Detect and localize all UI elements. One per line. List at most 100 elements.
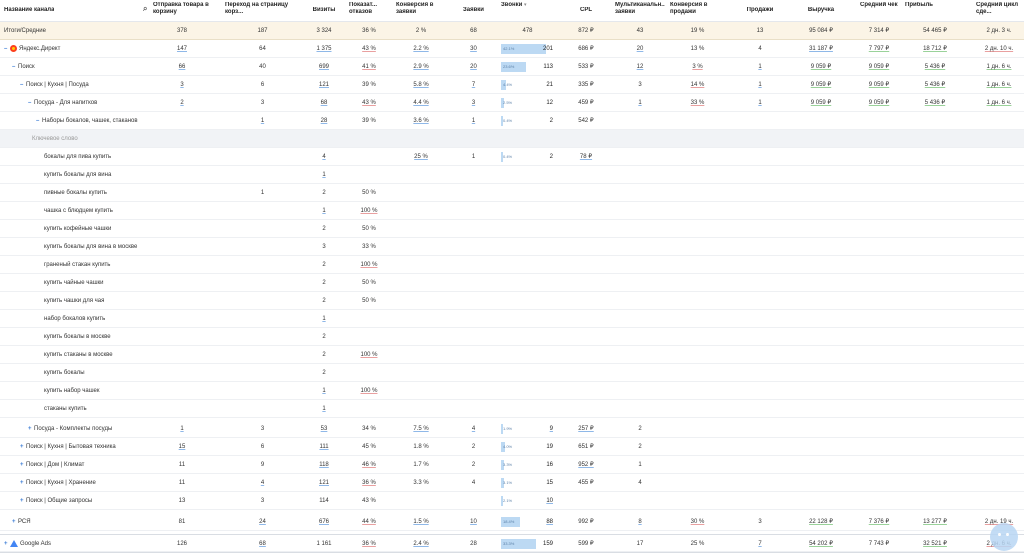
collapse-icon[interactable]: – — [12, 64, 16, 70]
cell-conv: 0.67 % — [396, 553, 446, 557]
header-channel-name[interactable]: Название канала — [4, 7, 55, 13]
channel-name[interactable]: купить бокалы для вина в москве — [44, 238, 137, 256]
channel-name[interactable]: – Наборы бокалов, чашек, стаканов — [36, 112, 138, 130]
table-row[interactable]: + Поиск | Общие запросы 13 3 114 43 % 2.1% 10 — [0, 492, 1024, 510]
channel-name[interactable]: Итоги/Средние — [4, 22, 46, 40]
expand-icon[interactable]: + — [28, 426, 32, 432]
header-bounce[interactable]: Показат... отказов — [349, 2, 389, 16]
channel-name[interactable]: пивные бокалы купить — [44, 184, 107, 202]
channel-name[interactable]: + Google Ads — [4, 535, 51, 553]
channel-name[interactable]: + Посуда - Комплекты посуды — [28, 420, 112, 438]
calls-bar: 3.3% 16 — [501, 460, 554, 470]
collapse-icon[interactable]: – — [20, 82, 24, 88]
channel-name[interactable]: + Поиск | Кухня | Бытовая техника — [20, 438, 116, 456]
table-row[interactable]: – Посуда - Для напитков 2 3 68 43 % 4.4 % 3 2.5%… — [0, 94, 1024, 112]
channel-name[interactable]: – Поиск | Кухня | Посуда — [20, 76, 89, 94]
channel-name[interactable]: купить бокалы — [44, 364, 85, 382]
channel-label: Поиск | Общие запросы — [26, 498, 93, 504]
expand-icon[interactable]: + — [20, 444, 24, 450]
chat-bubble-icon[interactable] — [990, 523, 1018, 551]
sort-desc-icon[interactable]: ▾ — [524, 2, 527, 8]
header-avgcheck[interactable]: Средний чек — [860, 2, 898, 9]
table-row[interactable]: + Посуда - Комплекты посуды 1 3 53 34 % 7.5 % 4… — [0, 420, 1024, 438]
table-row[interactable]: – Наборы бокалов, чашек, стаканов 1 28 39 % 3… — [0, 112, 1024, 130]
keyword-row[interactable]: купить кофейные чашки 2 50 % — [0, 220, 1024, 238]
keyword-row[interactable]: купить стаканы в москве 2 100 % — [0, 346, 1024, 364]
header-conv[interactable]: Конверсия в заявки — [396, 2, 446, 16]
channel-name[interactable]: – Посуда - Для напитков — [28, 94, 97, 112]
table-row[interactable]: + Поиск | Кухня | Хранение 11 4 121 36 % 3.3 %… — [0, 474, 1024, 492]
channel-name[interactable]: купить кофейные чашки — [44, 220, 111, 238]
keyword-row[interactable]: пивные бокалы купить 1 2 50 % — [0, 184, 1024, 202]
channel-name[interactable]: купить набор чашек — [44, 382, 100, 400]
channel-name[interactable]: + Поиск | Кухня | Хранение — [20, 474, 96, 492]
keyword-row[interactable]: купить чайные чашки 2 50 % — [0, 274, 1024, 292]
table-row[interactable]: + Google Ads 126 68 1 161 36 % 2.4 % 28 33.3% 159… — [0, 534, 1024, 552]
channel-name[interactable]: купить бокалы в москве — [44, 328, 111, 346]
header-cycle[interactable]: Средний цикл сде... — [976, 2, 1022, 16]
channel-name[interactable]: бокалы для пива купить — [44, 148, 111, 166]
keyword-row[interactable]: купить бокалы для вина в москве 3 33 % — [0, 238, 1024, 256]
channel-name[interactable]: + Поиск | Дом | Климат — [20, 456, 84, 474]
collapse-icon[interactable]: – — [28, 100, 32, 106]
header-profit[interactable]: Прибыль — [905, 2, 965, 9]
channel-name[interactable]: набор бокалов купить — [44, 310, 105, 328]
expand-icon[interactable]: + — [12, 519, 16, 525]
calls-share: 42.1% — [503, 46, 515, 51]
channel-name[interactable]: – Поиск — [12, 58, 35, 76]
keyword-row[interactable]: купить чашки для чая 2 50 % — [0, 292, 1024, 310]
channel-name[interactable]: купить чашки для чая — [44, 292, 104, 310]
header-leads[interactable]: Заявки — [452, 7, 495, 14]
header-cart[interactable]: Отправка товара в корзину — [153, 2, 211, 16]
header-label: Средний цикл сде... — [976, 2, 1019, 15]
search-icon[interactable]: ⌕ — [143, 5, 148, 12]
header-checkout[interactable]: Переход на страницу корз... — [225, 2, 300, 16]
cell-value: 30 — [470, 46, 477, 52]
header-multi[interactable]: Мультиканальн... заявки — [615, 2, 665, 16]
cell-bounce: 100 % — [349, 256, 389, 274]
channel-name[interactable]: +⌕SEO — [4, 553, 28, 557]
keyword-row[interactable]: купить бокалы в москве 2 — [0, 328, 1024, 346]
keyword-row[interactable]: стаканы купить 1 — [0, 400, 1024, 418]
channel-name[interactable]: чашка с блюдцем купить — [44, 202, 113, 220]
table-row[interactable]: + Поиск | Дом | Климат 11 9 118 46 % 1.7 % 2 3.3… — [0, 456, 1024, 474]
header-sales[interactable]: Продажи — [741, 7, 779, 14]
header-revenue[interactable]: Выручка — [790, 7, 852, 14]
keyword-row[interactable]: бокалы для пива купить 4 25 % 1 0.4% 2 78 ₽ — [0, 148, 1024, 166]
collapse-icon[interactable]: – — [36, 118, 40, 124]
table-row[interactable]: +⌕SEO28915043 %0.67 %14.8%233 969 ₽1 — [0, 552, 1024, 557]
cell-bounce: 50 % — [349, 184, 389, 202]
table-header: Название канала ⌕ Отправка товара в корзин… — [0, 0, 1024, 22]
expand-icon[interactable]: + — [20, 480, 24, 486]
channel-name[interactable]: граненый стакан купить — [44, 256, 110, 274]
header-calls[interactable]: Звонки ▾ — [501, 2, 554, 9]
expand-icon[interactable]: + — [4, 541, 8, 547]
keyword-row[interactable]: купить набор чашек 1 100 % — [0, 382, 1024, 400]
keyword-row[interactable]: купить бокалы 2 — [0, 364, 1024, 382]
table-row[interactable]: – Яндекс.Директ 147 64 1 375 43 % 2.2 % 30 42.1%… — [0, 40, 1024, 58]
channel-name[interactable]: купить стаканы в москве — [44, 346, 113, 364]
channel-name[interactable]: купить чайные чашки — [44, 274, 104, 292]
channel-name[interactable]: стаканы купить — [44, 400, 87, 418]
cell-conv: 3.3 % — [396, 474, 446, 492]
channel-name[interactable]: + РСЯ — [12, 513, 31, 531]
totals-row[interactable]: Итоги/Средние 378 187 3 324 36 % 2 % 68 478 872 … — [0, 22, 1024, 40]
table-row[interactable]: + РСЯ 81 24 676 44 % 1.5 % 10 18.4% 88 992 ₽ 8 30 % 3… — [0, 513, 1024, 531]
expand-icon[interactable]: + — [20, 498, 24, 504]
keyword-row[interactable]: набор бокалов купить 1 — [0, 310, 1024, 328]
channel-name[interactable]: + Поиск | Общие запросы — [20, 492, 92, 510]
channel-name[interactable]: купить бокалы для вина — [44, 166, 111, 184]
header-visits[interactable]: Визиты — [305, 7, 343, 14]
keyword-row[interactable]: купить бокалы для вина 1 — [0, 166, 1024, 184]
header-cpl[interactable]: CPL — [560, 7, 612, 14]
channel-name[interactable]: – Яндекс.Директ — [4, 40, 60, 58]
header-convsales[interactable]: Конверсия в продажи — [670, 2, 725, 16]
table-row[interactable]: – Поиск | Кухня | Посуда 3 6 121 39 % 5.8 % 7 4.… — [0, 76, 1024, 94]
keyword-row[interactable]: граненый стакан купить 2 100 % — [0, 256, 1024, 274]
collapse-icon[interactable]: – — [4, 46, 8, 52]
table-row[interactable]: – Поиск 66 40 699 41 % 2.9 % 20 23.6% 113 533 ₽12 3… — [0, 58, 1024, 76]
expand-icon[interactable]: + — [20, 462, 24, 468]
keyword-row[interactable]: чашка с блюдцем купить 1 100 % — [0, 202, 1024, 220]
cell-revenue: 9 059 ₽ — [790, 58, 852, 76]
table-row[interactable]: + Поиск | Кухня | Бытовая техника 15 6 111 45… — [0, 438, 1024, 456]
